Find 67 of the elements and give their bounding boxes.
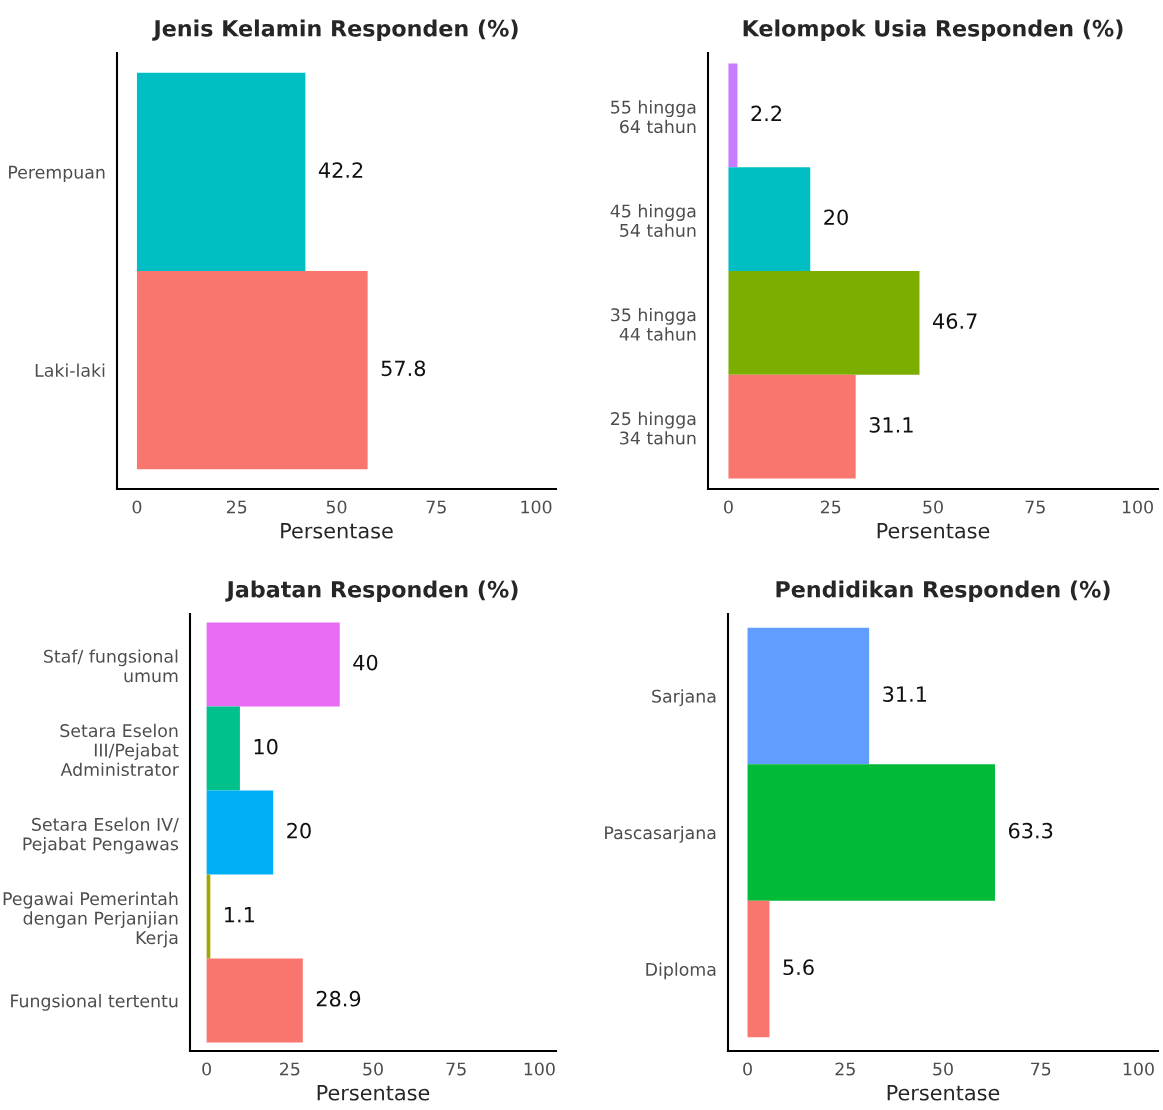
x-tick-label: 25 xyxy=(820,500,841,514)
y-tick-label: Setara Eselon IV/ Pejabat Pengawas xyxy=(23,817,179,854)
data-label: 10 xyxy=(254,738,278,755)
bar xyxy=(728,374,856,479)
bar xyxy=(728,63,738,168)
data-label: 46.7 xyxy=(933,313,977,329)
y-tick-label: Pascasarjana xyxy=(605,825,716,843)
bar xyxy=(206,958,303,1043)
data-label: 31.1 xyxy=(869,417,913,433)
chart-title: Pendidikan Responden (%) xyxy=(776,580,1110,602)
y-tick-label: Sarjana xyxy=(652,689,716,707)
data-label: 31.1 xyxy=(883,686,927,702)
x-tick-label: 0 xyxy=(202,1062,212,1076)
y-tick-label: Laki-laki xyxy=(35,363,105,377)
x-tick-label: 0 xyxy=(724,500,733,514)
y-tick-label: Diploma xyxy=(646,962,716,980)
x-tick-label: 0 xyxy=(132,500,142,514)
x-tick-label: 25 xyxy=(226,500,247,514)
x-axis-title: Persentase xyxy=(281,523,393,539)
chart-title: Kelompok Usia Responden (%) xyxy=(743,19,1123,41)
data-label: 20 xyxy=(824,209,848,226)
x-tick-label: 75 xyxy=(426,500,446,514)
data-label: 42.2 xyxy=(318,162,363,178)
x-tick-label: 50 xyxy=(363,1062,383,1076)
x-axis-title: Persentase xyxy=(887,1085,1000,1101)
chart-title: Jabatan Responden (%) xyxy=(225,580,518,602)
x-tick-label: 25 xyxy=(280,1062,300,1076)
bar xyxy=(728,271,920,375)
x-tick-label: 100 xyxy=(1122,500,1153,514)
y-tick-label: Staf/ fungsional umum xyxy=(44,649,178,683)
data-label: 5.6 xyxy=(783,959,814,976)
y-tick-label: Fungsional tertentu xyxy=(11,993,178,1011)
chart-title: Jenis Kelamin Responden (%) xyxy=(152,19,518,41)
x-tick-label: 100 xyxy=(524,1062,555,1076)
x-tick-label: 100 xyxy=(521,500,552,514)
bar xyxy=(747,764,995,901)
x-tick-label: 25 xyxy=(835,1062,855,1076)
bar xyxy=(206,790,274,875)
x-tick-label: 50 xyxy=(923,500,943,514)
x-tick-label: 0 xyxy=(743,1062,752,1076)
bar xyxy=(747,627,870,765)
data-label: 20 xyxy=(287,822,311,839)
x-axis-title: Persentase xyxy=(877,523,990,539)
bar xyxy=(747,900,770,1038)
x-tick-label: 100 xyxy=(1123,1062,1154,1076)
y-tick-label: Pegawai Pemerintah dengan Perjanjian Kerja xyxy=(3,891,178,948)
bar xyxy=(206,706,240,791)
data-label: 2.2 xyxy=(751,105,781,122)
bar xyxy=(728,167,811,271)
x-tick-label: 50 xyxy=(933,1062,953,1076)
data-label: 57.8 xyxy=(381,360,426,377)
x-tick-label: 50 xyxy=(326,500,347,514)
bar xyxy=(206,622,340,707)
y-tick-label: 55 hingga 64 tahun xyxy=(611,100,696,134)
data-label: 28.9 xyxy=(316,990,361,1007)
y-tick-label: 25 hingga 34 tahun xyxy=(611,411,696,445)
y-tick-label: 35 hingga 44 tahun xyxy=(611,307,696,341)
x-tick-label: 75 xyxy=(1031,1062,1051,1076)
data-label: 63.3 xyxy=(1008,822,1053,839)
y-tick-label: Perempuan xyxy=(9,165,105,183)
x-axis-title: Persentase xyxy=(317,1085,430,1101)
data-label: 40 xyxy=(353,654,378,671)
x-tick-label: 75 xyxy=(1025,500,1045,514)
x-tick-label: 75 xyxy=(446,1062,466,1076)
y-tick-label: 45 hingga 54 tahun xyxy=(610,204,696,237)
data-label: 1.1 xyxy=(225,907,254,923)
y-tick-label: Setara Eselon III/Pejabat Administrator xyxy=(60,723,179,777)
